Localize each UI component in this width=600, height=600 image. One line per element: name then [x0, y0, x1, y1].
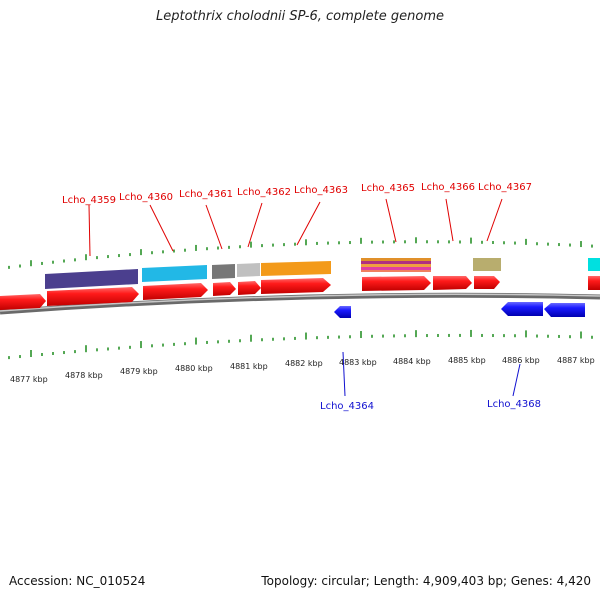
- feature-bar-4367[interactable]: [473, 258, 501, 271]
- label-leader-lines: [88, 198, 521, 397]
- gene-label[interactable]: Lcho_4365: [361, 183, 415, 194]
- cds-lcho-4361[interactable]: [213, 282, 236, 296]
- kbp-label: 4880 kbp: [175, 364, 213, 373]
- cds-lcho-4365[interactable]: [362, 276, 431, 291]
- genome-backbone-highlight: [0, 293, 600, 312]
- genome-backbone: [0, 292, 600, 315]
- cds-lcho-4366[interactable]: [433, 276, 472, 290]
- cds-forward-right-edge[interactable]: [588, 276, 600, 290]
- gene-label[interactable]: Lcho_4359: [62, 195, 116, 206]
- cds-lcho-4360[interactable]: [143, 283, 208, 300]
- cds-forward-track: [0, 276, 600, 310]
- cds-lcho-4364[interactable]: [334, 306, 351, 318]
- kbp-label: 4887 kbp: [557, 356, 595, 365]
- kbp-label: 4877 kbp: [10, 375, 48, 384]
- cds-reverse-right[interactable]: [544, 303, 585, 317]
- feature-bar-4365[interactable]: [361, 258, 431, 272]
- feature-bar-4361[interactable]: [212, 264, 235, 279]
- gene-label[interactable]: Lcho_4362: [237, 187, 291, 198]
- gene-labels-forward: Lcho_4359 Lcho_4360 Lcho_4361 Lcho_4362 …: [62, 182, 532, 206]
- gene-label[interactable]: Lcho_4361: [179, 189, 233, 200]
- gene-labels-reverse: Lcho_4364 Lcho_4368: [320, 399, 541, 412]
- map-title: Leptothrix cholodnii SP-6, complete geno…: [156, 9, 444, 24]
- gene-label[interactable]: Lcho_4367: [478, 182, 532, 193]
- gene-label[interactable]: Lcho_4364: [320, 401, 374, 412]
- gene-label[interactable]: Lcho_4360: [119, 192, 173, 203]
- kbp-scale-labels: 4877 kbp 4878 kbp 4879 kbp 4880 kbp 4881…: [10, 356, 595, 384]
- gene-label[interactable]: Lcho_4368: [487, 399, 541, 410]
- feature-bar-4363[interactable]: [261, 261, 331, 276]
- accession-text: Accession: NC_010524: [9, 574, 146, 588]
- cds-lcho-4368[interactable]: [501, 302, 543, 316]
- gene-label[interactable]: Lcho_4363: [294, 185, 348, 196]
- feature-bar-4359[interactable]: [45, 269, 138, 289]
- kbp-label: 4885 kbp: [448, 356, 486, 365]
- kbp-label: 4879 kbp: [120, 367, 158, 376]
- feature-bar-4360[interactable]: [142, 265, 207, 282]
- cds-reverse-track: [334, 302, 585, 318]
- feature-bars: [45, 258, 600, 289]
- feature-bar-4362[interactable]: [237, 263, 260, 277]
- kbp-label: 4883 kbp: [339, 358, 377, 367]
- gene-label[interactable]: Lcho_4366: [421, 182, 475, 193]
- tick-marks-bottom: [8, 329, 593, 360]
- kbp-label: 4884 kbp: [393, 357, 431, 366]
- tick-marks-top: [8, 237, 593, 269]
- kbp-label: 4881 kbp: [230, 362, 268, 371]
- cds-lcho-4362[interactable]: [238, 281, 261, 295]
- kbp-label: 4878 kbp: [65, 371, 103, 380]
- kbp-label: 4882 kbp: [285, 359, 323, 368]
- cds-forward-left-edge[interactable]: [0, 294, 46, 310]
- kbp-label: 4886 kbp: [502, 356, 540, 365]
- cds-lcho-4363[interactable]: [261, 278, 331, 294]
- cds-lcho-4359[interactable]: [47, 287, 139, 306]
- cds-lcho-4367[interactable]: [474, 276, 500, 289]
- feature-bar-edge[interactable]: [588, 258, 600, 271]
- genome-summary-text: Topology: circular; Length: 4,909,403 bp…: [261, 574, 591, 588]
